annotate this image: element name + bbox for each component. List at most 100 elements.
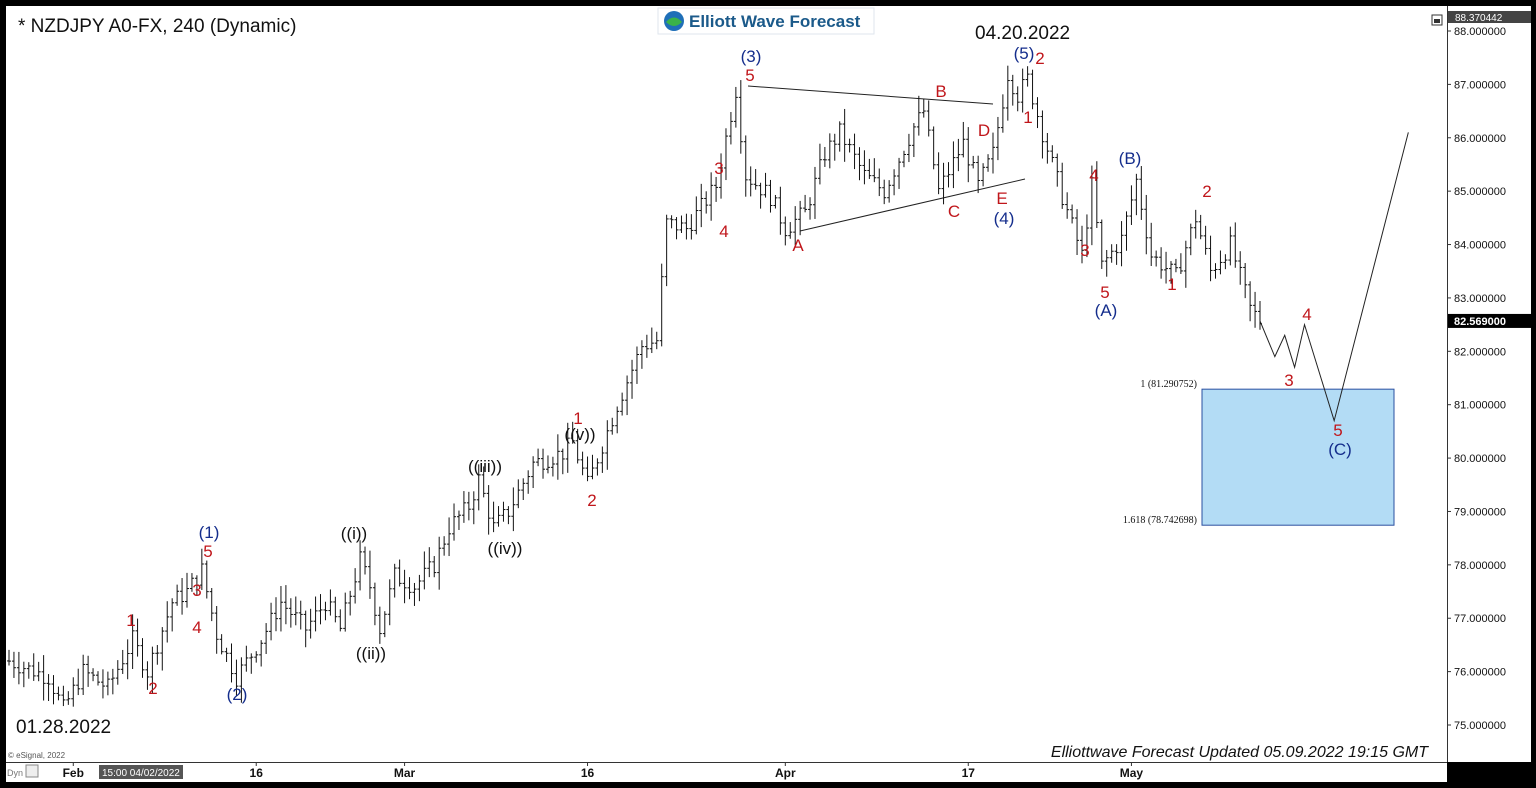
price-bar	[1183, 240, 1188, 288]
price-bar	[422, 551, 427, 590]
price-bar	[1253, 291, 1258, 328]
price-bar	[209, 588, 214, 622]
price-bar	[180, 578, 185, 615]
price-bar	[249, 653, 254, 674]
price-bar	[1228, 226, 1233, 266]
price-bar	[1040, 110, 1045, 159]
price-bar	[966, 127, 971, 183]
price-bar	[926, 100, 931, 137]
price-bar	[481, 466, 486, 498]
price-bar	[946, 162, 951, 188]
price-bar	[536, 448, 541, 467]
price-bar	[555, 434, 560, 480]
price-bar	[590, 454, 595, 480]
wave-label: 5	[745, 66, 754, 85]
price-bar	[293, 596, 298, 626]
price-bar	[1119, 221, 1124, 267]
price-bar	[877, 168, 882, 197]
x-tick-label: 17	[962, 766, 976, 780]
price-bar	[264, 623, 269, 654]
price-bar	[303, 610, 308, 648]
price-bar	[659, 263, 664, 347]
price-bar	[763, 172, 768, 198]
price-bar	[817, 143, 822, 185]
wave-label: 2	[148, 679, 157, 698]
price-bar	[615, 406, 620, 434]
price-axis[interactable]: 75.000000 76.000000 77.000000 78.000000 79.0…	[1447, 6, 1531, 762]
price-bar	[758, 182, 763, 209]
logo: Elliott Wave Forecast	[657, 7, 875, 35]
price-bar	[1198, 214, 1203, 240]
wave-label: 5	[1333, 421, 1342, 440]
price-bar	[961, 121, 966, 158]
price-bar	[407, 577, 412, 600]
price-bar	[941, 162, 946, 205]
price-bar	[86, 655, 91, 687]
price-bar	[610, 417, 615, 435]
price-bar	[1154, 250, 1159, 267]
price-bar	[1164, 251, 1169, 284]
crosshair-time-text: 15:00 04/02/2022	[102, 768, 180, 779]
price-bar	[634, 346, 639, 384]
wave-label: 1	[573, 409, 582, 428]
price-bar	[417, 574, 422, 602]
y-tick-label: 86.000000	[1454, 133, 1506, 145]
y-tick-label: 83.000000	[1454, 293, 1506, 305]
wave-label: 3	[1284, 371, 1293, 390]
price-bar	[471, 491, 476, 525]
price-bar	[951, 141, 956, 189]
x-tick-label: Feb	[63, 766, 84, 780]
price-bar	[684, 213, 689, 240]
price-bar	[338, 609, 343, 632]
price-bar	[333, 596, 338, 623]
price-bar	[1208, 235, 1213, 282]
price-bar	[91, 668, 96, 682]
price-bar	[921, 98, 926, 118]
price-bar	[748, 166, 753, 197]
last-price-tag	[1448, 313, 1531, 328]
y-tick-label: 80.000000	[1454, 453, 1506, 465]
price-bar	[768, 179, 773, 213]
wave-label: (5)	[1014, 44, 1035, 63]
price-bar	[318, 594, 323, 625]
price-bar	[1144, 194, 1149, 255]
price-bar	[66, 691, 71, 705]
price-bar	[714, 176, 719, 202]
price-bar	[862, 150, 867, 185]
price-bar	[392, 563, 397, 598]
price-bar	[1030, 69, 1035, 110]
price-bar	[842, 108, 847, 162]
price-bar	[323, 601, 328, 621]
price-bar	[387, 579, 392, 626]
y-tick-label: 82.000000	[1454, 346, 1506, 358]
price-bar	[140, 638, 145, 678]
wave-label: 3	[192, 581, 201, 600]
price-bar	[130, 614, 135, 670]
price-bar	[61, 685, 66, 707]
price-bar	[16, 651, 21, 685]
price-bar	[852, 133, 857, 170]
price-chart[interactable]: * NZDJPY A0-FX, 240 (Dynamic) 01.28.2022 0…	[6, 6, 1447, 762]
price-bar	[288, 598, 293, 628]
price-bar	[442, 536, 447, 556]
wave-label: 1	[1167, 275, 1176, 294]
price-bar	[199, 548, 204, 590]
price-bar	[41, 655, 46, 701]
price-bar	[491, 501, 496, 533]
price-bar	[194, 575, 199, 596]
wave-label: D	[978, 121, 990, 140]
price-bar	[649, 327, 654, 354]
projection-path	[1259, 132, 1409, 423]
price-bar	[1168, 261, 1173, 284]
price-bar	[976, 155, 981, 194]
wave-label: (B)	[1119, 149, 1142, 168]
price-bar	[100, 669, 105, 699]
price-bar	[1075, 209, 1080, 256]
y-tick-label: 77.000000	[1454, 613, 1506, 625]
time-axis[interactable]: Feb 16 Mar 16 Apr 17 May Dyn 15:00 04/02/2022	[6, 762, 1447, 782]
price-bar	[808, 197, 813, 220]
top-price-text: 88.370442	[1455, 13, 1503, 24]
wave-label: B	[935, 82, 946, 101]
price-bar	[1134, 173, 1139, 216]
price-bar	[1124, 211, 1129, 251]
